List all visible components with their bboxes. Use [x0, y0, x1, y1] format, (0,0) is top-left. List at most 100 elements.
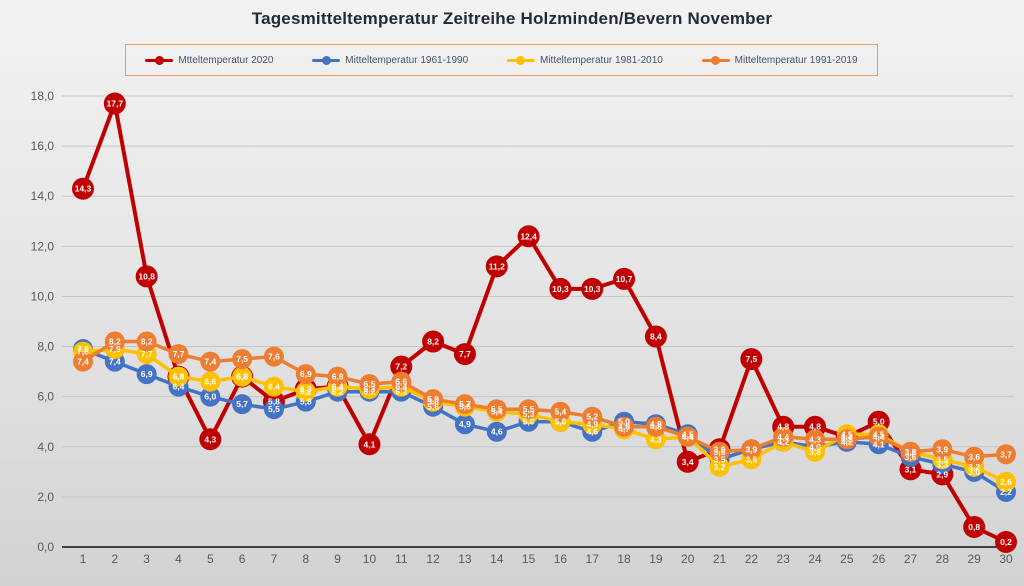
x-axis-tick-label: 25: [840, 552, 854, 566]
data-point-label: 3,1: [905, 464, 917, 474]
data-point-label: 6,4: [332, 382, 344, 392]
data-point-label: 7,4: [77, 357, 89, 367]
legend-dot-icon: [154, 55, 164, 65]
data-point-label: 4,5: [682, 429, 694, 439]
data-point-label: 5,5: [268, 404, 280, 414]
data-point-label: 7,9: [109, 344, 121, 354]
data-point-label: 4,6: [491, 427, 503, 437]
data-point-marker: [644, 325, 667, 348]
data-point-label: 6,9: [141, 369, 153, 379]
data-point-marker: [900, 441, 921, 462]
data-point-label: 7,5: [236, 354, 248, 364]
data-point-marker: [805, 429, 826, 450]
data-point-label: 3,9: [714, 444, 726, 454]
data-point-label: 4,1: [364, 439, 376, 449]
data-point-label: 10,7: [616, 274, 633, 284]
data-point-marker: [390, 355, 413, 378]
data-point-label: 4,2: [841, 437, 853, 447]
y-axis-tick-label: 0,0: [37, 540, 54, 554]
legend-item-label: Mitteltemperatur 1991-2019: [734, 54, 858, 66]
data-point-label: 7,8: [77, 347, 89, 357]
data-point-marker: [740, 348, 763, 371]
data-point-label: 8,2: [427, 337, 439, 347]
data-point-label: 6,3: [364, 384, 376, 394]
data-point-label: 4,4: [777, 432, 789, 442]
data-point-label: 6,9: [300, 369, 312, 379]
y-axis-tick-label: 8,0: [37, 340, 54, 354]
x-axis-tick-label: 21: [713, 552, 727, 566]
data-point-label: 5,8: [427, 397, 439, 407]
data-point-marker: [549, 277, 572, 300]
data-point-marker: [454, 394, 475, 415]
data-point-label: 3,9: [745, 444, 757, 454]
x-axis-tick-label: 23: [777, 552, 791, 566]
y-axis-tick-label: 12,0: [31, 239, 55, 253]
data-point-marker: [327, 366, 348, 387]
x-axis-tick-label: 8: [302, 552, 309, 566]
data-point-label: 2,9: [936, 469, 948, 479]
data-point-label: 3,6: [905, 452, 917, 462]
data-point-label: 3,5: [714, 454, 726, 464]
data-point-label: 6,6: [204, 377, 216, 387]
data-point-label: 7,4: [109, 357, 121, 367]
y-axis-tick-label: 6,0: [37, 390, 54, 404]
x-axis-tick-label: 19: [649, 552, 663, 566]
data-point-marker: [136, 331, 157, 352]
x-axis-tick-label: 29: [967, 552, 981, 566]
data-point-label: 12,4: [520, 231, 537, 241]
y-axis-tick-label: 2,0: [37, 490, 54, 504]
data-point-label: 4,9: [459, 419, 471, 429]
data-point-label: 3,5: [936, 454, 948, 464]
data-point-label: 3,6: [968, 452, 980, 462]
data-point-label: 6,8: [332, 372, 344, 382]
data-point-label: 7,9: [77, 344, 89, 354]
series-line-0: [81, 101, 1008, 544]
data-point-marker: [995, 530, 1017, 553]
data-point-label: 3,8: [905, 447, 917, 457]
data-point-label: 4,3: [809, 434, 821, 444]
data-point-label: 4,9: [650, 419, 662, 429]
data-point-marker: [582, 406, 603, 427]
data-point-label: 10,3: [552, 284, 569, 294]
data-point-marker: [709, 456, 730, 477]
data-point-label: 3,3: [936, 459, 948, 469]
data-point-label: 3,8: [714, 447, 726, 457]
x-axis-tick-label: 17: [586, 552, 600, 566]
data-point-label: 7,7: [141, 349, 153, 359]
data-point-marker: [263, 376, 284, 397]
data-point-marker: [168, 366, 189, 387]
x-axis-tick-label: 11: [395, 552, 408, 566]
x-axis-tick-label: 22: [745, 552, 759, 566]
data-point-label: 10,8: [138, 271, 155, 281]
data-point-label: 0,2: [1000, 537, 1012, 547]
data-point-label: 7,7: [173, 349, 185, 359]
data-point-marker: [485, 255, 508, 278]
data-point-label: 5,4: [491, 407, 503, 417]
legend-dot-icon: [516, 55, 526, 65]
data-point-marker: [964, 446, 985, 467]
data-point-marker: [104, 331, 125, 352]
data-point-marker: [263, 346, 284, 367]
x-axis-tick-label: 14: [490, 552, 504, 566]
data-point-label: 11,2: [489, 261, 505, 271]
data-point-label: 5,7: [459, 399, 471, 409]
data-point-marker: [295, 364, 316, 385]
data-point-marker: [645, 416, 666, 437]
data-point-label: 4,8: [809, 422, 821, 432]
data-point-label: 10,3: [584, 284, 601, 294]
data-point-label: 3,8: [905, 447, 917, 457]
data-point-label: 6,2: [395, 387, 407, 397]
data-point-marker: [517, 225, 540, 248]
legend-line-marker-icon: [145, 55, 174, 65]
chart-title: Tagesmitteltemperatur Zeitreihe Holzmind…: [251, 9, 773, 28]
data-point-label: 17,7: [107, 99, 124, 109]
data-point-label: 3,2: [968, 462, 980, 472]
data-point-label: 5,0: [618, 417, 630, 427]
data-point-label: 3,9: [936, 444, 948, 454]
data-point-label: 3,0: [968, 467, 980, 477]
data-point-marker: [996, 444, 1016, 465]
x-axis-tick-label: 1: [80, 552, 87, 566]
data-point-marker: [232, 349, 253, 370]
data-point-marker: [423, 389, 444, 410]
data-point-label: 5,8: [300, 397, 312, 407]
